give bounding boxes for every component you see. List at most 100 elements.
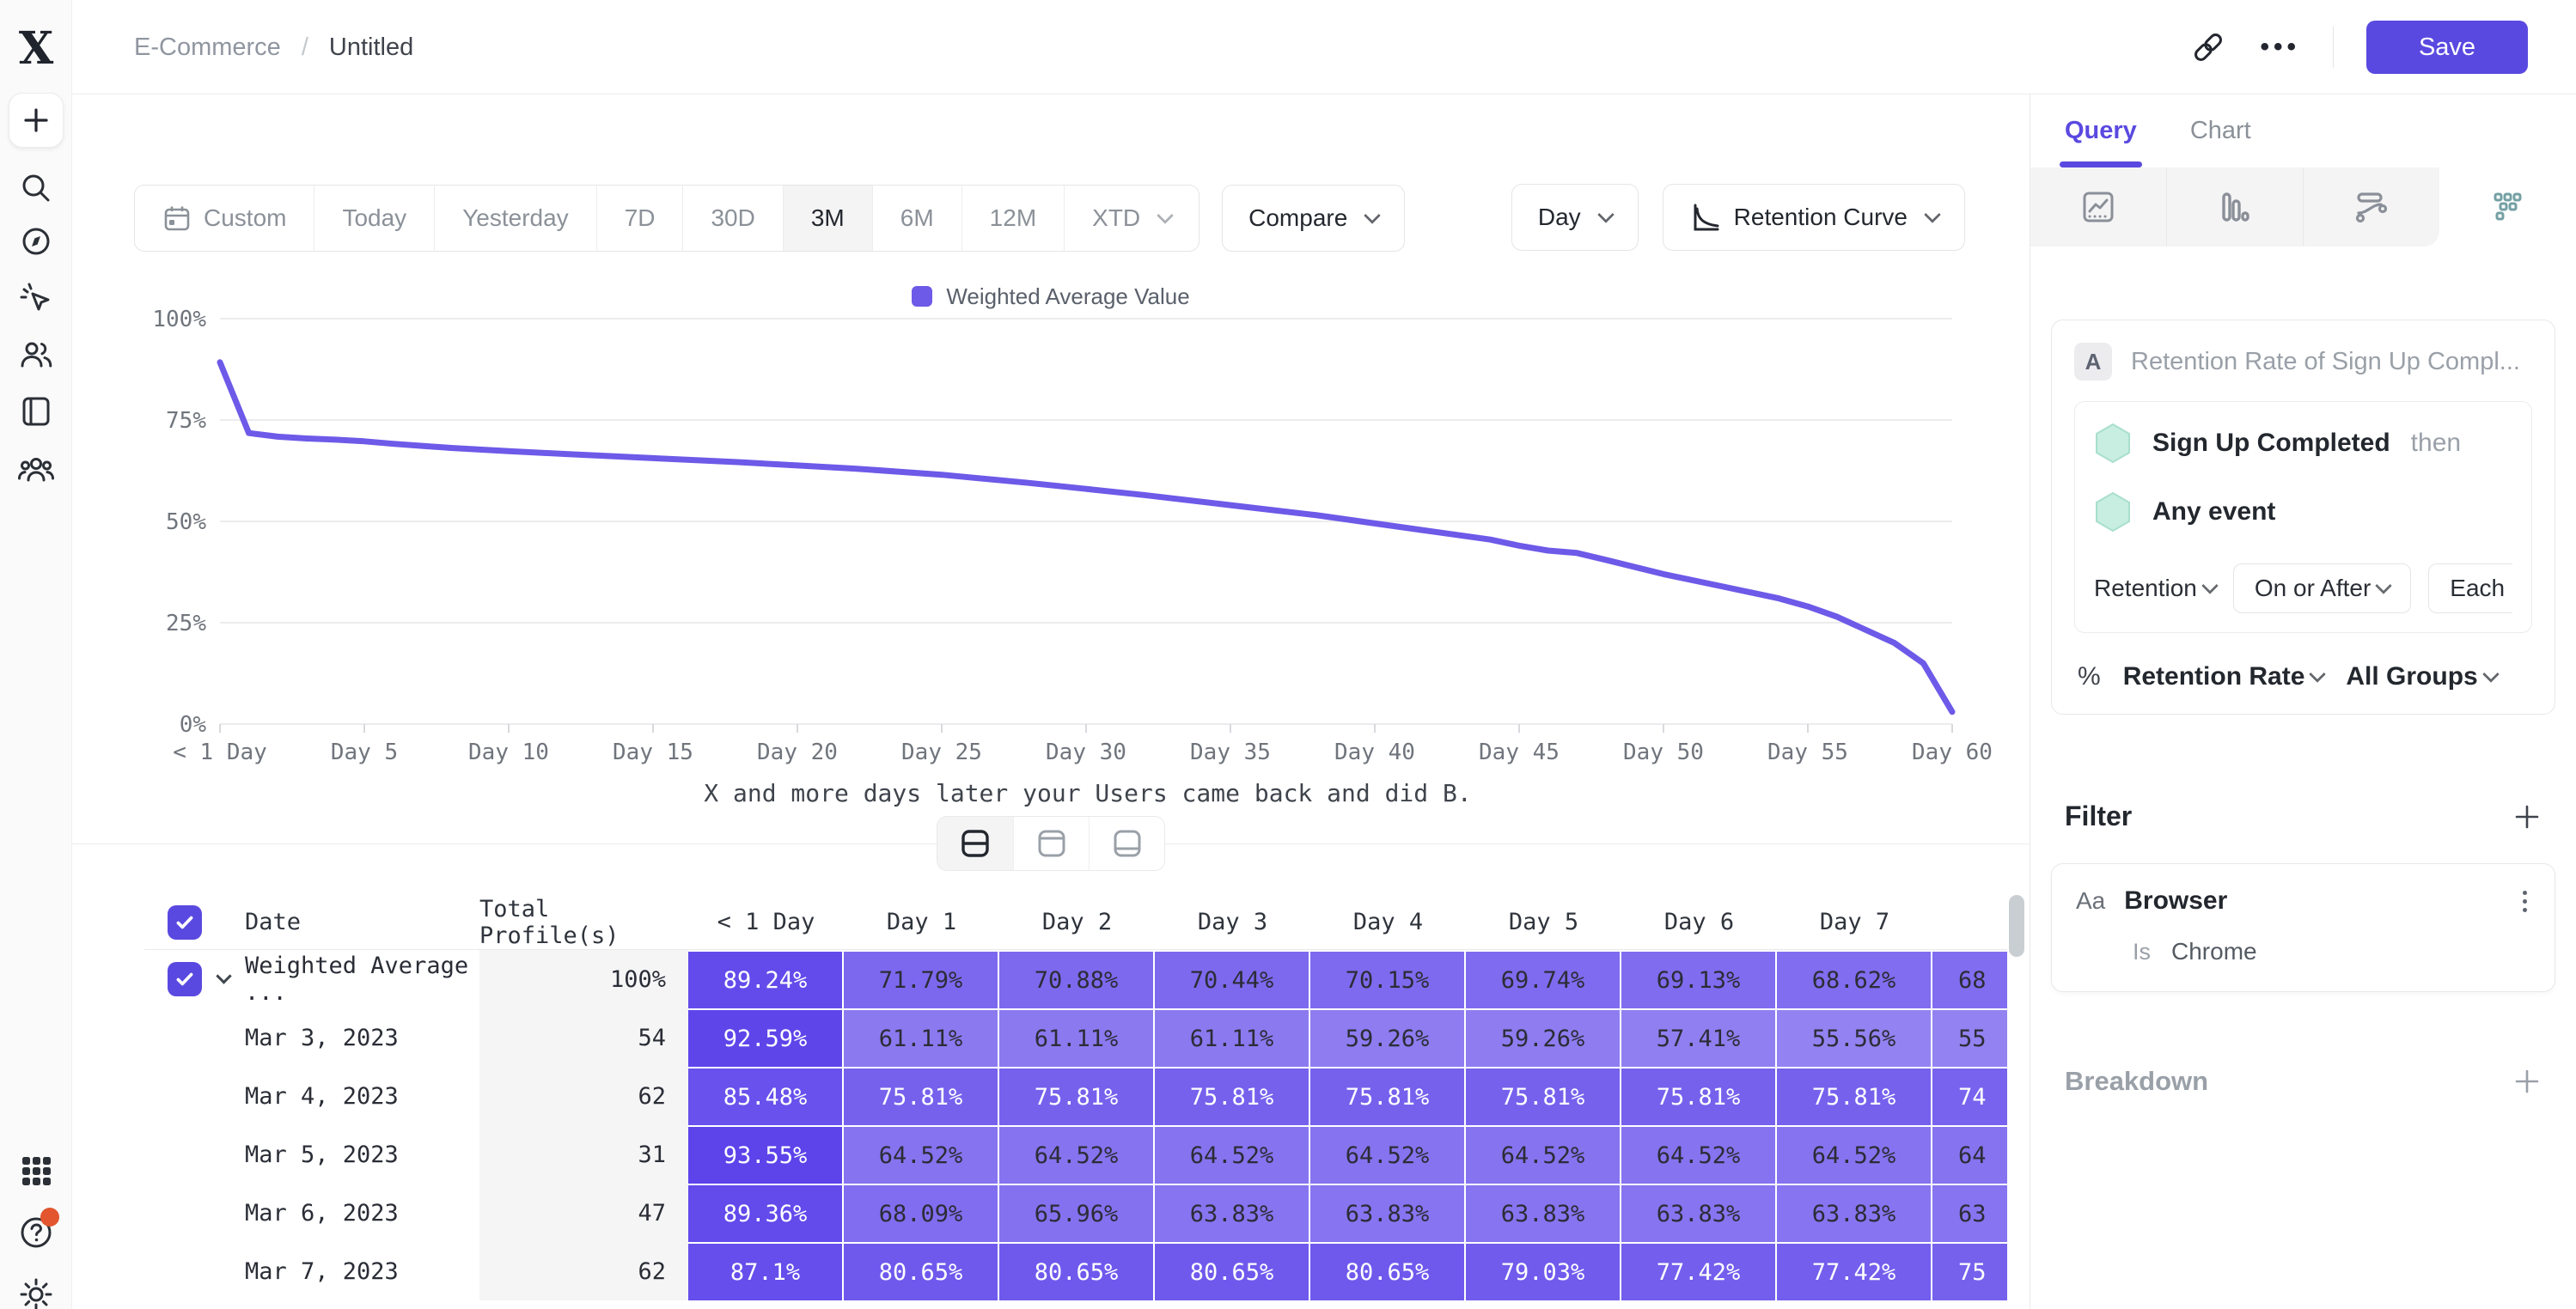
chart-type-dropdown[interactable]: Retention Curve — [1662, 184, 1965, 251]
retention-cell[interactable]: 64.52% — [1310, 1125, 1466, 1184]
retention-cell[interactable]: 79.03% — [1466, 1242, 1621, 1300]
layout-table-only-button[interactable] — [1089, 817, 1164, 870]
compass-icon[interactable] — [16, 222, 56, 261]
retention-cell[interactable]: 61.11% — [844, 1008, 999, 1067]
share-link-button[interactable] — [2189, 28, 2227, 66]
layout-chart-only-button[interactable] — [1013, 817, 1089, 870]
retention-cell[interactable]: 75.81% — [1466, 1067, 1621, 1125]
retention-cell[interactable]: 57.41% — [1621, 1008, 1777, 1067]
retention-cell[interactable]: 64.52% — [1155, 1125, 1310, 1184]
retention-cell[interactable]: 55.56% — [1777, 1008, 1932, 1067]
filter-value[interactable]: Chrome — [2171, 938, 2257, 965]
range-custom[interactable]: Custom — [135, 186, 314, 251]
retention-cell[interactable]: 68.62% — [1777, 950, 1932, 1008]
retention-cell-clipped[interactable]: 55 — [1932, 1008, 2007, 1067]
retention-cell[interactable]: 92.59% — [688, 1008, 844, 1067]
granularity-dropdown[interactable]: Day — [1511, 184, 1639, 251]
each-day-dropdown[interactable]: Each Day — [2428, 563, 2512, 613]
compare-button[interactable]: Compare — [1222, 185, 1406, 252]
breadcrumb-current[interactable]: Untitled — [328, 33, 414, 61]
range-12m[interactable]: 12M — [961, 186, 1064, 251]
measure-dropdown[interactable]: Retention Rate — [2123, 662, 2327, 691]
retention-cell[interactable]: 77.42% — [1621, 1242, 1777, 1300]
app-logo-icon[interactable]: X — [18, 22, 54, 75]
viz-tab-insights[interactable] — [2030, 167, 2167, 247]
retention-cell[interactable]: 70.44% — [1155, 950, 1310, 1008]
retention-cell[interactable]: 80.65% — [844, 1242, 999, 1300]
filter-card[interactable]: Aa Browser Is Chrome — [2051, 863, 2555, 992]
retention-cell[interactable]: 80.65% — [1310, 1242, 1466, 1300]
range-3m[interactable]: 3M — [782, 186, 872, 251]
retention-cell[interactable]: 70.88% — [999, 950, 1155, 1008]
range-today[interactable]: Today — [314, 186, 434, 251]
search-icon[interactable] — [16, 168, 56, 208]
events-cursor-icon[interactable] — [16, 278, 56, 318]
retention-cell[interactable]: 64.52% — [1466, 1125, 1621, 1184]
help-icon[interactable] — [16, 1208, 59, 1252]
retention-cell[interactable]: 64.52% — [844, 1125, 999, 1184]
retention-cell[interactable]: 71.79% — [844, 950, 999, 1008]
retention-cell[interactable]: 89.36% — [688, 1184, 844, 1242]
more-options-button[interactable]: ••• — [2260, 33, 2300, 61]
tab-query[interactable]: Query — [2060, 94, 2142, 167]
retention-cell[interactable]: 69.74% — [1466, 950, 1621, 1008]
on-or-after-dropdown[interactable]: On or After — [2232, 563, 2412, 613]
add-breakdown-button[interactable] — [2512, 1067, 2542, 1096]
retention-cell[interactable]: 75.81% — [1310, 1067, 1466, 1125]
retention-cell[interactable]: 68.09% — [844, 1184, 999, 1242]
event-name[interactable]: Sign Up Completed — [2152, 429, 2390, 457]
table-scrollbar[interactable] — [2009, 895, 2024, 957]
range-30d[interactable]: 30D — [682, 186, 782, 251]
retention-cell[interactable]: 59.26% — [1466, 1008, 1621, 1067]
retention-cell[interactable]: 64.52% — [1777, 1125, 1932, 1184]
viz-tab-flow[interactable] — [2303, 167, 2440, 247]
row-checkbox[interactable] — [168, 962, 202, 996]
viz-tab-funnel[interactable] — [2166, 167, 2304, 247]
filter-kebab-menu[interactable] — [2519, 887, 2530, 916]
retention-cell[interactable]: 64.52% — [999, 1125, 1155, 1184]
event-name[interactable]: Any event — [2152, 497, 2276, 526]
retention-cell[interactable]: 75.81% — [844, 1067, 999, 1125]
settings-gear-icon[interactable] — [16, 1275, 56, 1309]
select-all-checkbox[interactable] — [168, 904, 202, 940]
retention-cell[interactable]: 80.65% — [999, 1242, 1155, 1300]
retention-cell[interactable]: 87.1% — [688, 1242, 844, 1300]
retention-cell-clipped[interactable]: 74 — [1932, 1067, 2007, 1125]
filter-field-name[interactable]: Browser — [2124, 886, 2228, 915]
groups-dropdown[interactable]: All Groups — [2346, 662, 2500, 691]
range-7d[interactable]: 7D — [595, 186, 683, 251]
event-row-return[interactable]: Any event — [2094, 491, 2512, 533]
retention-cell[interactable]: 63.83% — [1466, 1184, 1621, 1242]
viz-tab-retention[interactable] — [2439, 167, 2576, 247]
retention-cell[interactable]: 85.48% — [688, 1067, 844, 1125]
filter-operator[interactable]: Is — [2133, 938, 2152, 965]
event-row-first[interactable]: Sign Up Completed then — [2094, 423, 2512, 464]
retention-cell[interactable]: 75.81% — [1777, 1067, 1932, 1125]
query-title[interactable]: Retention Rate of Sign Up Compl... — [2131, 347, 2520, 375]
expand-chevron-icon[interactable] — [216, 968, 232, 984]
retention-cell[interactable]: 93.55% — [688, 1125, 844, 1184]
retention-cell[interactable]: 75.81% — [1621, 1067, 1777, 1125]
retention-cell[interactable]: 75.81% — [1155, 1067, 1310, 1125]
retention-cell[interactable]: 75.81% — [999, 1067, 1155, 1125]
retention-cell[interactable]: 80.65% — [1155, 1242, 1310, 1300]
retention-cell-clipped[interactable]: 68 — [1932, 950, 2007, 1008]
retention-cell-clipped[interactable]: 64 — [1932, 1125, 2007, 1184]
save-button[interactable]: Save — [2366, 21, 2528, 74]
retention-cell[interactable]: 63.83% — [1310, 1184, 1466, 1242]
apps-grid-icon[interactable] — [16, 1151, 56, 1190]
notebook-icon[interactable] — [16, 392, 56, 431]
retention-cell[interactable]: 64.52% — [1621, 1125, 1777, 1184]
retention-cell[interactable]: 77.42% — [1777, 1242, 1932, 1300]
breadcrumb-parent[interactable]: E-Commerce — [134, 33, 281, 61]
retention-cell[interactable]: 65.96% — [999, 1184, 1155, 1242]
users-icon[interactable] — [16, 335, 56, 374]
retention-cell-clipped[interactable]: 63 — [1932, 1184, 2007, 1242]
create-new-button[interactable] — [9, 93, 64, 148]
retention-cell[interactable]: 63.83% — [1777, 1184, 1932, 1242]
retention-cell[interactable]: 69.13% — [1621, 950, 1777, 1008]
range-xtd[interactable]: XTD — [1064, 186, 1199, 251]
retention-cell[interactable]: 63.83% — [1621, 1184, 1777, 1242]
retention-mode-dropdown[interactable]: Retention — [2094, 575, 2219, 602]
retention-cell[interactable]: 59.26% — [1310, 1008, 1466, 1067]
